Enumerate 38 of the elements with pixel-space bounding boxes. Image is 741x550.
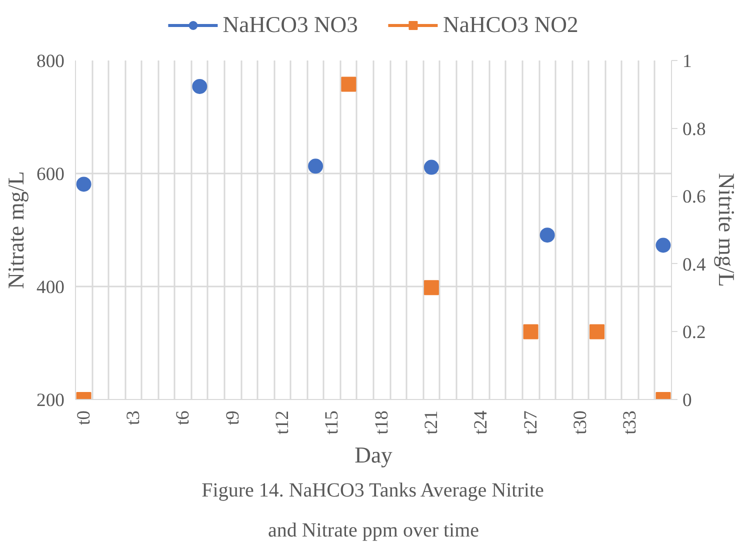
- x-tick-label: t18: [371, 410, 392, 434]
- text: Figure 14. NaHCO3 Tanks Average Nitrite and Nitrate ppm over time: [202, 480, 544, 542]
- y2-tick-label: 0: [682, 390, 692, 411]
- point: [341, 76, 356, 92]
- y2-tick-label: 0.4: [682, 254, 706, 276]
- x-tick-label: t0: [73, 410, 94, 426]
- x-tick-label: t27: [520, 410, 542, 434]
- point: [540, 228, 555, 243]
- x-tick-label: t21: [420, 410, 442, 434]
- point: [424, 160, 439, 175]
- x-tick-label: t33: [620, 410, 641, 434]
- x-tick-label: t6: [172, 410, 194, 426]
- point: [523, 324, 538, 340]
- x-tick-label: t12: [272, 410, 293, 434]
- point: [656, 238, 671, 253]
- y2-tick-label: 0.6: [682, 186, 706, 208]
- legend-label: NaHCO3 NO3: [222, 12, 358, 38]
- legend-label: NaHCO3 NO2: [443, 12, 578, 38]
- y-tick-label: 200: [36, 390, 64, 411]
- y-tick-label: 600: [36, 164, 64, 185]
- y-tick-label: 800: [36, 51, 64, 72]
- point: [192, 79, 208, 94]
- x-axis-title: Day: [354, 442, 394, 468]
- x-tick-label: t15: [322, 410, 343, 434]
- point: [76, 176, 92, 192]
- x-tick-label: t30: [570, 410, 591, 434]
- y-axis-title: Nitrate mg/L: [4, 171, 29, 289]
- y2-tick-label: 1: [682, 51, 692, 72]
- point: [590, 324, 604, 340]
- y2-tick-label: 0.2: [682, 322, 706, 344]
- x-tick-label: t9: [222, 410, 244, 426]
- y2-tick-label: 0.8: [682, 118, 706, 140]
- x-tick-label: t3: [122, 410, 144, 426]
- point: [308, 158, 324, 174]
- point: [424, 280, 439, 296]
- x-tick-label: t24: [470, 410, 492, 434]
- y-tick-label: 400: [36, 277, 64, 298]
- y2-axis-title: Nitrite mg/L: [714, 173, 739, 287]
